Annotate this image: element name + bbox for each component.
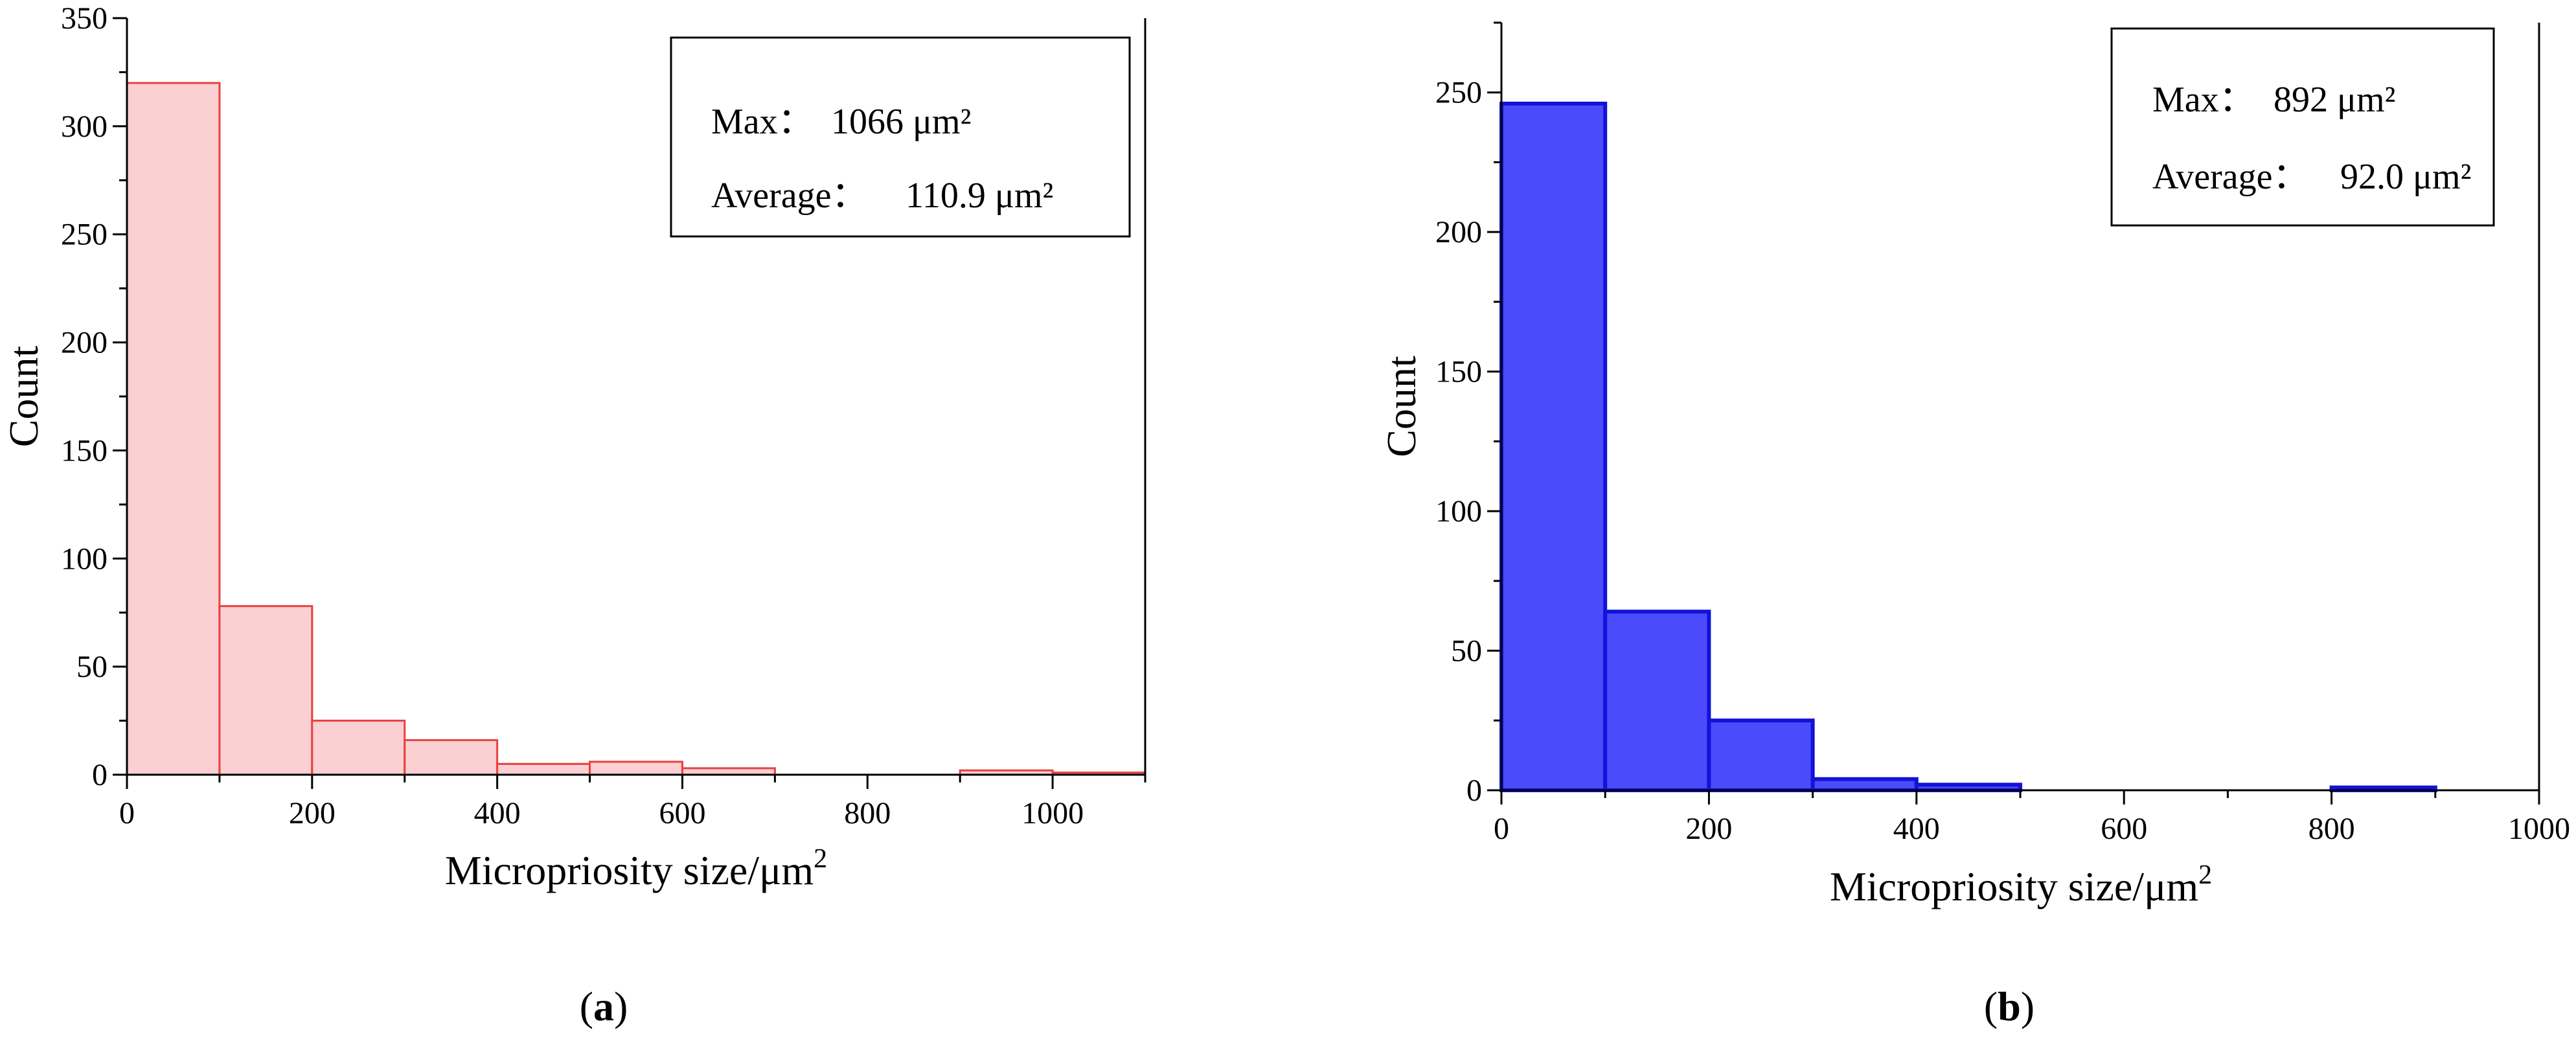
x-tick-label: 1000 — [2508, 812, 2570, 846]
x-tick-label: 800 — [844, 796, 891, 830]
x-axis-title-superscript: 2 — [2198, 860, 2212, 890]
y-tick-label: 150 — [61, 433, 108, 468]
y-tick-label: 100 — [61, 542, 108, 576]
x-tick-label: 600 — [659, 796, 705, 830]
histogram-bar — [218, 605, 313, 776]
chart-panel-a: 0 200 400 600 800 1000 0 50 100 150 200 250 300 350 Co… — [1, 1, 1146, 1029]
y-tick-label: 250 — [1435, 76, 1482, 110]
y-tick-label: 300 — [61, 109, 108, 144]
average-value: 110.9 μm² — [906, 176, 1053, 216]
panel-label-close-paren: ) — [2021, 983, 2035, 1029]
histogram-bar — [126, 82, 221, 776]
x-tick-label: 0 — [119, 796, 135, 830]
x-axis-title-text: Micropriosity size/μm — [445, 847, 814, 893]
average-value: 92.0 μm² — [2340, 157, 2471, 197]
x-tick-label: 600 — [2101, 812, 2147, 846]
y-tick-label: 350 — [61, 1, 108, 36]
histogram-bar — [496, 762, 591, 776]
panel-label-letter: a — [593, 983, 614, 1029]
y-tick-label: 50 — [1451, 634, 1482, 668]
histogram-bar — [681, 767, 776, 776]
histogram-bar — [589, 760, 683, 776]
panel-label-open-paren: ( — [1984, 983, 1998, 1029]
x-tick-label: 400 — [1893, 812, 1940, 846]
y-axis-title: Count — [1378, 356, 1424, 457]
y-tick-label: 0 — [92, 758, 108, 792]
chart-panel-b: 0 200 400 600 800 1000 0 50 100 150 200 250 Count Mic… — [1378, 21, 2570, 1029]
stats-box — [670, 36, 1131, 238]
x-axis-title-text: Micropriosity size/μm — [1830, 863, 2198, 909]
x-tick-label: 0 — [1494, 812, 1509, 846]
x-axis-title: Micropriosity size/μm2 — [1830, 860, 2212, 909]
y-tick-label: 200 — [61, 326, 108, 360]
histogram-bar — [1499, 101, 1608, 793]
panel-label-open-paren: ( — [580, 983, 593, 1029]
panel-label-letter: b — [1998, 983, 2021, 1029]
y-tick-label: 0 — [1466, 773, 1482, 808]
x-axis-title: Micropriosity size/μm2 — [445, 844, 827, 893]
histogram-bar — [311, 720, 406, 776]
max-label: Max： — [2152, 80, 2255, 120]
x-tick-label: 800 — [2308, 812, 2355, 846]
panel-label: (b) — [1984, 983, 2035, 1029]
panel-label-close-paren: ) — [614, 983, 628, 1029]
average-label: Average： — [2152, 157, 2309, 197]
x-tick-label: 1000 — [1021, 796, 1084, 830]
x-tick-label: 200 — [1685, 812, 1732, 846]
x-tick-label: 400 — [474, 796, 521, 830]
y-axis-title: Count — [1, 346, 47, 448]
y-tick-label: 250 — [61, 218, 108, 252]
x-axis-title-superscript: 2 — [814, 844, 827, 874]
histogram-bar — [1707, 718, 1815, 792]
y-tick-label: 200 — [1435, 215, 1482, 249]
stats-box — [2110, 27, 2495, 227]
max-label: Max： — [711, 102, 814, 142]
y-tick-label: 150 — [1435, 355, 1482, 389]
y-tick-label: 100 — [1435, 494, 1482, 529]
x-tick-label: 200 — [289, 796, 336, 830]
histogram-bar — [1603, 610, 1711, 793]
y-tick-label: 50 — [76, 650, 108, 684]
panel-label: (a) — [580, 983, 628, 1029]
histogram-bar — [404, 739, 499, 776]
average-label: Average： — [711, 176, 868, 216]
histogram-bar — [1810, 777, 1919, 793]
max-value: 1066 μm² — [831, 102, 971, 142]
max-value: 892 μm² — [2274, 80, 2395, 120]
